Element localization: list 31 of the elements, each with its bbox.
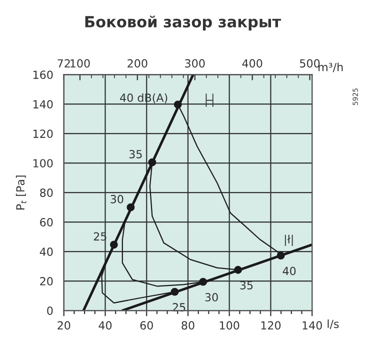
y-tick-label: 0 <box>47 306 53 315</box>
y-tick-label: 80 <box>40 188 53 197</box>
y-tick-label: 120 <box>33 130 53 138</box>
x-tick-label: 100 <box>220 321 240 330</box>
x-tick-label: 80 <box>182 321 194 330</box>
x2-tick-label: 100 <box>70 59 90 68</box>
x-tick-label: 120 <box>261 321 281 330</box>
y-tick-label: 60 <box>40 218 53 226</box>
y-tick-label: 20 <box>40 277 53 286</box>
y-tick-label: 100 <box>33 159 53 168</box>
x2-axis-title: m³/h <box>318 62 343 72</box>
y-axis-title: P$_{t}$ [Pa] <box>16 176 26 210</box>
x2-tick-label: 200 <box>128 59 148 68</box>
annotation: 40 <box>282 266 296 276</box>
x-tick-label: 140 <box>302 321 322 330</box>
x-tick-label: 20 <box>58 321 70 330</box>
y-tick-label: 160 <box>33 70 53 79</box>
x2-tick-label: 72 <box>58 59 70 68</box>
y-tick-label: 140 <box>33 100 53 108</box>
annotation: 30 <box>110 194 124 204</box>
x2-tick-label: 500 <box>300 59 320 68</box>
x-tick-label: 60 <box>140 321 153 330</box>
y-tick-label: 40 <box>40 248 53 256</box>
x-tick-label: 40 <box>98 321 112 330</box>
x2-tick-label: 400 <box>242 59 262 68</box>
annotation: 35 <box>129 150 142 158</box>
annotation: 30 <box>205 293 218 302</box>
x2-tick-label: 300 <box>185 59 205 68</box>
annotation: |ł| <box>284 234 293 246</box>
x-axis-title: l/s <box>328 319 339 329</box>
chart-title: Боковой зазор закрыт <box>85 16 282 30</box>
